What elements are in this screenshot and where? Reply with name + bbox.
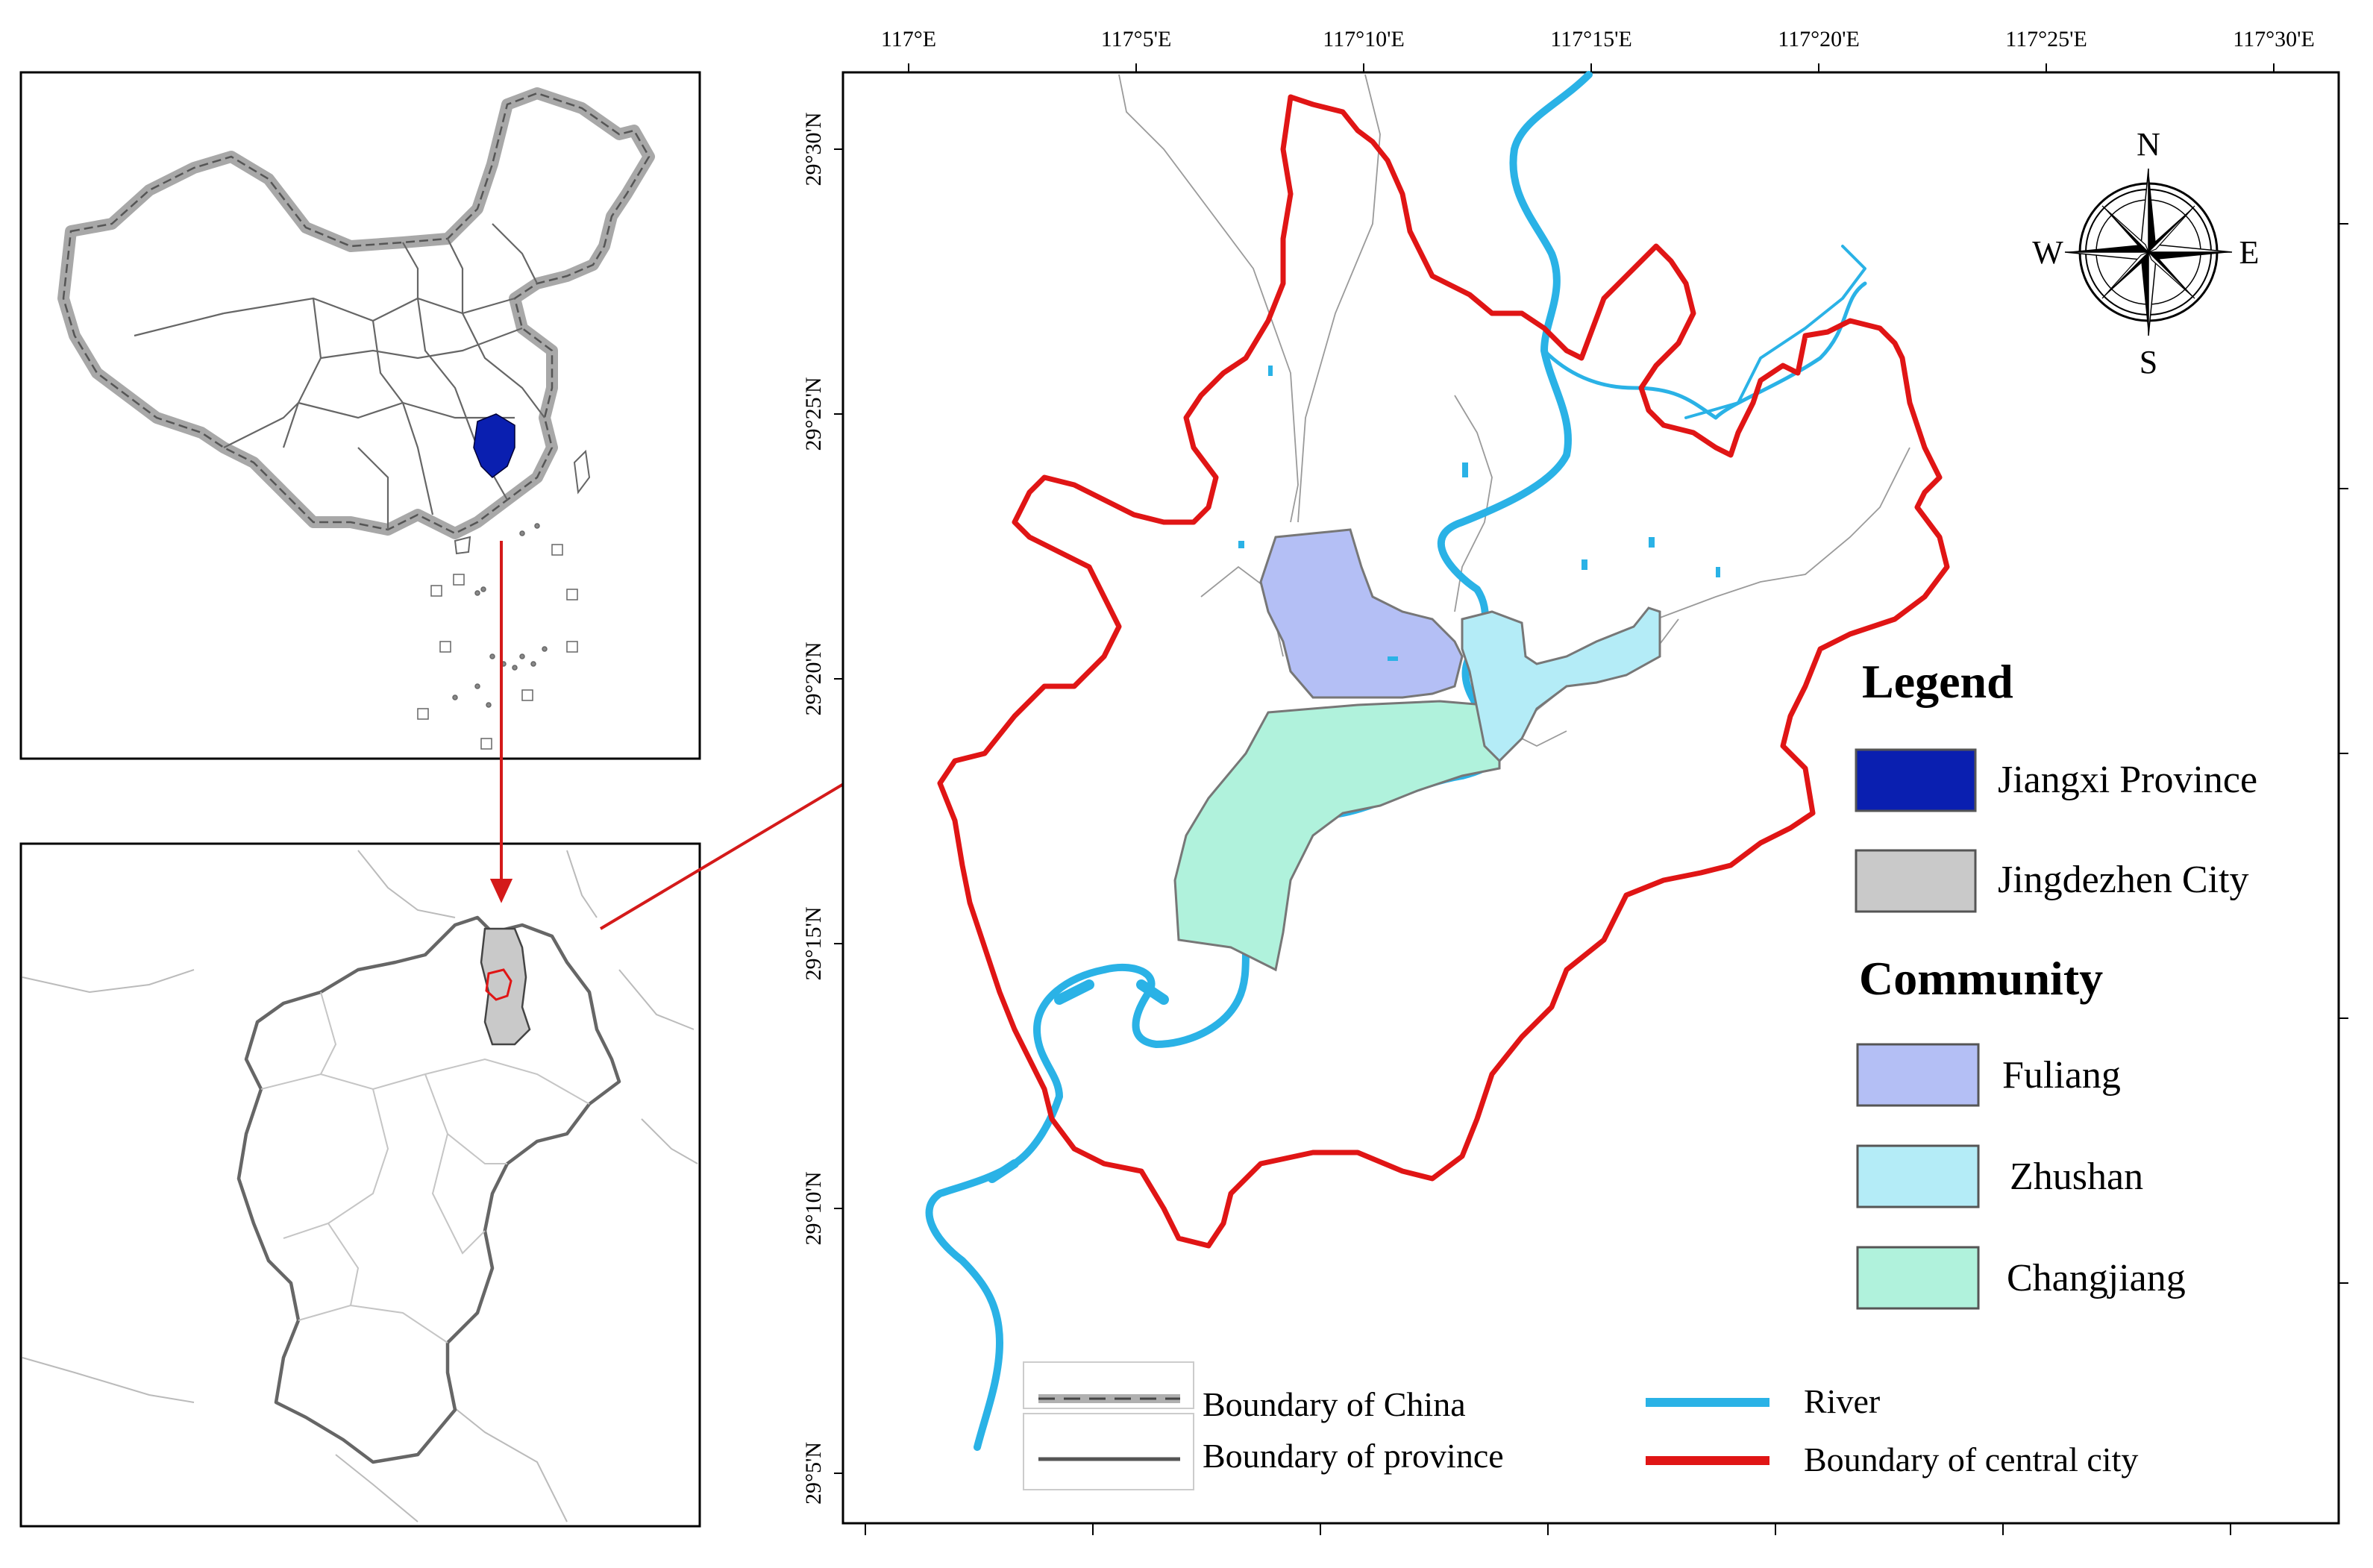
legend-label-central: Boundary of central city xyxy=(1804,1440,2138,1478)
left-tick-label: 29°25'N xyxy=(801,377,826,451)
left-tick-label: 29°10'N xyxy=(801,1171,826,1245)
legend-label-province: Boundary of province xyxy=(1203,1437,1504,1475)
legend-label-jingdezhen: Jingdezhen City xyxy=(1998,859,2249,901)
legend-title: Legend xyxy=(1862,655,2013,708)
legend-label-jiangxi: Jiangxi Province xyxy=(1998,759,2257,801)
community-zhushan xyxy=(1461,606,1661,763)
compass-east: E xyxy=(2239,234,2260,271)
top-tick-label: 117°25'E xyxy=(2005,27,2087,51)
community-title: Community xyxy=(1859,952,2103,1005)
province-lines xyxy=(134,223,545,530)
jingdezhen-city-highlight xyxy=(480,927,531,1046)
compass-north: N xyxy=(2137,126,2160,163)
legend-swatch-jiangxi xyxy=(1855,748,1977,812)
legend-label-river: River xyxy=(1804,1382,1880,1420)
jiangxi-province-highlight xyxy=(473,413,515,478)
bottom-tick-marks xyxy=(865,1523,2231,1535)
legend-label-fuliang: Fuliang xyxy=(2002,1054,2121,1097)
small-water-bodies xyxy=(1238,366,1720,661)
top-tick-label: 117°15'E xyxy=(1550,27,1632,51)
city-lines xyxy=(260,991,590,1343)
central-city-boundary xyxy=(937,94,1950,1249)
top-tick-label: 117°5'E xyxy=(1101,27,1172,51)
jiangxi-inset xyxy=(19,842,701,1528)
legend-swatch-changjiang xyxy=(1856,1246,1980,1310)
compass-rose-icon: N S E W xyxy=(2032,126,2259,380)
top-tick-label: 117°20'E xyxy=(1778,27,1860,51)
jiangxi-boundary xyxy=(236,915,621,1464)
central-city-mini xyxy=(485,968,512,1001)
neighbor-province-lines xyxy=(22,850,698,1522)
legend-swatch-jingdezhen xyxy=(1855,849,1977,913)
community-fuliang xyxy=(1259,528,1464,699)
compass-west: W xyxy=(2032,234,2063,271)
top-tick-label: 117°E xyxy=(881,27,936,51)
line-legend: Boundary of China Boundary of province R… xyxy=(1023,1361,2138,1490)
main-map: 117°E 117°5'E 117°10'E 117°15'E 117°20'E… xyxy=(801,27,2348,1535)
china-inset xyxy=(19,71,701,760)
left-tick-label: 29°15'N xyxy=(801,906,826,980)
legend-label-zhushan: Zhushan xyxy=(2010,1155,2143,1198)
top-tick-label: 117°10'E xyxy=(1323,27,1405,51)
top-tick-marks xyxy=(908,63,2275,72)
top-tick-label: 117°30'E xyxy=(2233,27,2315,51)
legend-label-china: Boundary of China xyxy=(1203,1385,1466,1423)
left-tick-label: 29°30'N xyxy=(801,112,826,186)
legend-swatch-zhushan xyxy=(1856,1144,1980,1208)
left-tick-label: 29°5'N xyxy=(801,1442,826,1505)
legend-swatch-fuliang xyxy=(1856,1043,1980,1107)
legend: Legend Jiangxi Province Jingdezhen City … xyxy=(1855,655,2257,1310)
left-tick-marks xyxy=(834,148,843,1474)
left-tick-label: 29°20'N xyxy=(801,642,826,715)
right-tick-marks xyxy=(2339,223,2348,1284)
legend-label-changjiang: Changjiang xyxy=(2007,1257,2186,1299)
compass-south: S xyxy=(2140,344,2157,380)
